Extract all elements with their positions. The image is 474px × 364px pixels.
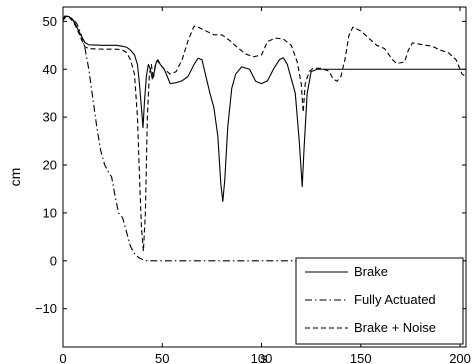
y-tick-label: 30 (43, 110, 57, 125)
x-tick-label: 200 (449, 351, 471, 364)
series-line-brake (62, 15, 466, 202)
y-tick-label: −10 (35, 301, 57, 316)
series-group (62, 15, 467, 262)
y-tick-label: 40 (43, 62, 57, 77)
tick-labels: 0 50 100 150 200 −10 0 10 20 30 40 50 (35, 14, 471, 364)
y-tick-label: 50 (43, 14, 57, 29)
y-axis-label: cm (7, 168, 23, 187)
series-line-fully-actuated (62, 15, 466, 262)
legend: Brake Fully Actuated Brake + Noise (295, 257, 464, 345)
y-tick-label: 10 (43, 205, 57, 220)
y-tick-label: 0 (50, 253, 57, 268)
legend-label-fully-actuated: Fully Actuated (354, 292, 436, 307)
x-tick-label: 50 (155, 351, 169, 364)
legend-label-brake: Brake (354, 264, 388, 279)
x-axis-label: s (261, 350, 268, 364)
legend-label-brake-noise: Brake + Noise (354, 320, 436, 335)
x-tick-label: 100 (251, 351, 273, 364)
x-tick-label: 0 (59, 351, 66, 364)
y-tick-label: 20 (43, 158, 57, 173)
series-line-brake-noise (62, 16, 467, 252)
x-tick-label: 150 (350, 351, 372, 364)
